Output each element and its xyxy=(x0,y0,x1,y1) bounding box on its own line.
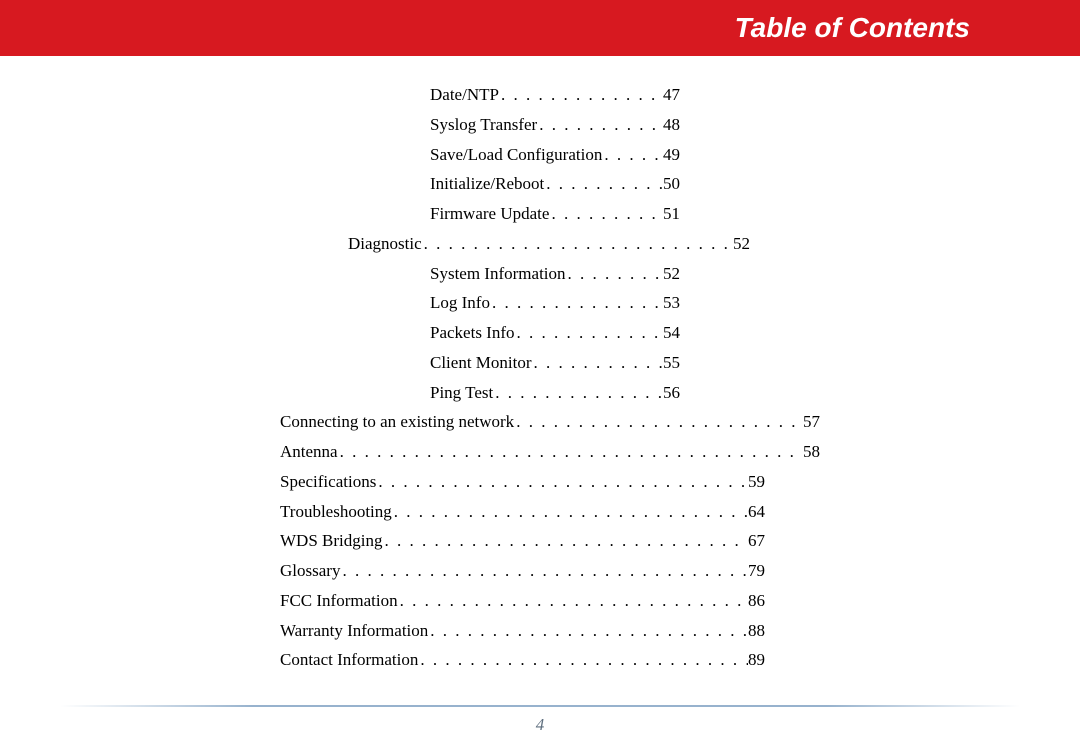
toc-entry-label: Specifications xyxy=(280,467,376,497)
toc-entry-label: Warranty Information xyxy=(280,616,428,646)
toc-entry-page: 49 xyxy=(663,140,680,170)
toc-entry: Troubleshooting 64 xyxy=(280,497,765,527)
toc-entry: Client Monitor 55 xyxy=(280,348,680,378)
toc-entry-label: WDS Bridging xyxy=(280,526,382,556)
toc-entry-label: Log Info xyxy=(430,288,490,318)
toc-entry-leader xyxy=(338,437,803,467)
toc-entry-leader xyxy=(549,199,663,229)
toc-entry-page: 53 xyxy=(663,288,680,318)
toc-entry: Firmware Update 51 xyxy=(280,199,680,229)
toc-entry-page: 64 xyxy=(748,497,765,527)
header-bar: Table of Contents xyxy=(0,0,1080,56)
page-number: 4 xyxy=(536,715,545,735)
toc-entry: Log Info 53 xyxy=(280,288,680,318)
toc-entry: Syslog Transfer 48 xyxy=(280,110,680,140)
toc-entry-label: Connecting to an existing network xyxy=(280,407,514,437)
toc-entry: Diagnostic 52 xyxy=(280,229,750,259)
toc-entry-label: Troubleshooting xyxy=(280,497,392,527)
toc-entry: Packets Info 54 xyxy=(280,318,680,348)
toc-entry-label: Syslog Transfer xyxy=(430,110,537,140)
toc-entry-label: Antenna xyxy=(280,437,338,467)
toc-entry-page: 67 xyxy=(748,526,765,556)
toc-entry-leader xyxy=(532,348,663,378)
toc-entry: Specifications 59 xyxy=(280,467,765,497)
toc-entry-page: 79 xyxy=(748,556,765,586)
toc-entry-leader xyxy=(514,407,803,437)
toc-entry-page: 52 xyxy=(663,259,680,289)
toc-entry-leader xyxy=(493,378,663,408)
toc-entry-page: 58 xyxy=(803,437,820,467)
toc-entry-leader xyxy=(418,645,748,675)
toc-entry: Save/Load Configuration 49 xyxy=(280,140,680,170)
toc-entry: WDS Bridging 67 xyxy=(280,526,765,556)
toc-entry-leader xyxy=(499,80,663,110)
toc-entry-page: 57 xyxy=(803,407,820,437)
toc-entry-label: Ping Test xyxy=(430,378,493,408)
toc-content: Date/NTP47Syslog Transfer48Save/Load Con… xyxy=(0,56,1080,675)
toc-entry-page: 88 xyxy=(748,616,765,646)
toc-entry: Warranty Information 88 xyxy=(280,616,765,646)
toc-entry: Antenna 58 xyxy=(280,437,820,467)
toc-entry-leader xyxy=(537,110,663,140)
toc-entry-leader xyxy=(544,169,663,199)
toc-entry-leader xyxy=(376,467,748,497)
toc-entry-page: 89 xyxy=(748,645,765,675)
toc-entry-label: System Information xyxy=(430,259,566,289)
toc-entry-label: Client Monitor xyxy=(430,348,532,378)
toc-entry: Connecting to an existing network 57 xyxy=(280,407,820,437)
toc-entry-leader xyxy=(382,526,748,556)
toc-entry: FCC Information 86 xyxy=(280,586,765,616)
toc-entry-label: Glossary xyxy=(280,556,340,586)
toc-entry-page: 51 xyxy=(663,199,680,229)
toc-entry-leader xyxy=(566,259,663,289)
toc-entry-leader xyxy=(340,556,748,586)
toc-entry-label: Contact Information xyxy=(280,645,418,675)
toc-entry-page: 52 xyxy=(733,229,750,259)
toc-entry: System Information 52 xyxy=(280,259,680,289)
toc-entry-label: Firmware Update xyxy=(430,199,549,229)
toc-entry-page: 55 xyxy=(663,348,680,378)
toc-entry-page: 59 xyxy=(748,467,765,497)
toc-entry-page: 56 xyxy=(663,378,680,408)
toc-entry-label: Save/Load Configuration xyxy=(430,140,602,170)
footer-rule xyxy=(60,705,1020,707)
toc-entry-leader xyxy=(398,586,748,616)
toc-entry-leader xyxy=(515,318,663,348)
toc-entry-leader xyxy=(602,140,663,170)
toc-entry: Date/NTP 47 xyxy=(280,80,680,110)
toc-entry-page: 54 xyxy=(663,318,680,348)
toc-entry: Ping Test 56 xyxy=(280,378,680,408)
toc-entry-label: FCC Information xyxy=(280,586,398,616)
toc-entry-label: Initialize/Reboot xyxy=(430,169,544,199)
toc-entry-leader xyxy=(490,288,663,318)
toc-entry: Glossary 79 xyxy=(280,556,765,586)
toc-entry-label: Diagnostic xyxy=(348,229,422,259)
toc-entry: Contact Information 89 xyxy=(280,645,765,675)
toc-entry-leader xyxy=(428,616,748,646)
toc-entry-label: Date/NTP xyxy=(430,80,499,110)
toc-entry-page: 50 xyxy=(663,169,680,199)
toc-entry: Initialize/Reboot 50 xyxy=(280,169,680,199)
toc-entry-page: 47 xyxy=(663,80,680,110)
toc-entry-leader xyxy=(422,229,733,259)
toc-entry-label: Packets Info xyxy=(430,318,515,348)
toc-entry-page: 86 xyxy=(748,586,765,616)
toc-entry-leader xyxy=(392,497,748,527)
toc-entry-page: 48 xyxy=(663,110,680,140)
page-title: Table of Contents xyxy=(735,12,970,44)
